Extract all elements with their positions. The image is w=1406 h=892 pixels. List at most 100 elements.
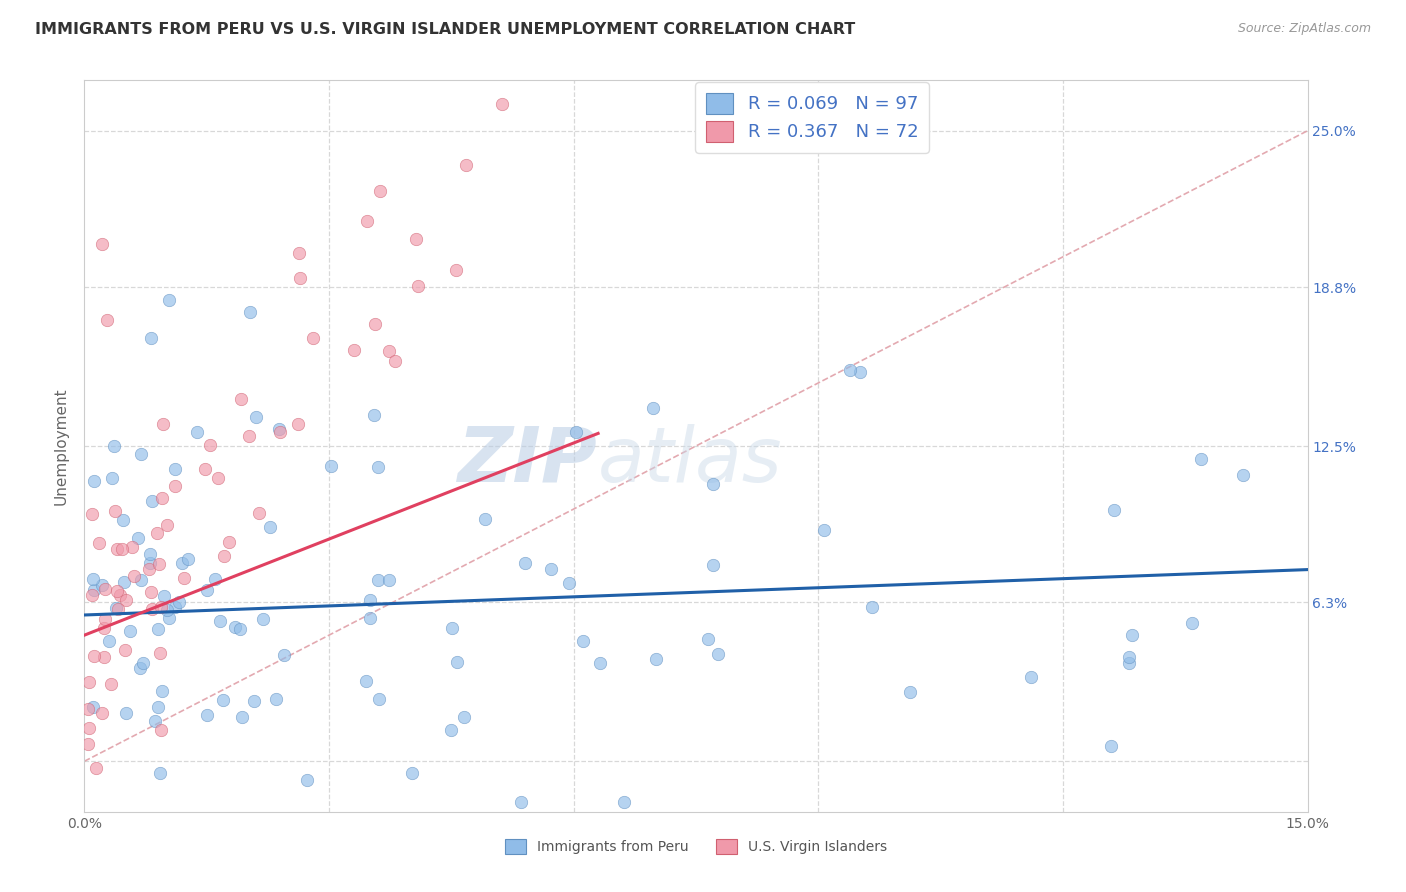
Point: [90, 706, 112, 720]
Point: [83, 475, 105, 489]
Point: [141, 494, 163, 508]
Point: [1189, 451, 1212, 466]
Point: [132, 656, 155, 670]
Point: [509, 795, 531, 809]
Point: [212, 692, 235, 706]
Point: [269, 425, 291, 439]
Point: [384, 354, 406, 368]
Point: [141, 330, 163, 344]
Point: [898, 685, 921, 699]
Point: [197, 582, 219, 597]
Point: [170, 556, 193, 570]
Point: [101, 471, 124, 485]
Point: [229, 392, 252, 406]
Point: [167, 595, 190, 609]
Point: [77, 737, 100, 751]
Point: [813, 523, 835, 537]
Point: [197, 707, 219, 722]
Point: [96, 313, 118, 327]
Point: [139, 585, 162, 599]
Point: [562, 4, 585, 18]
Point: [290, 270, 312, 285]
Point: [80, 588, 103, 602]
Point: [513, 556, 536, 570]
Point: [138, 556, 160, 570]
Point: [1102, 503, 1125, 517]
Point: [105, 584, 128, 599]
Point: [163, 461, 186, 475]
Point: [502, 33, 524, 47]
Point: [564, 425, 586, 440]
Y-axis label: Unemployment: Unemployment: [53, 387, 69, 505]
Point: [444, 263, 467, 277]
Point: [295, 773, 318, 788]
Point: [82, 700, 104, 714]
Point: [287, 417, 309, 432]
Point: [849, 365, 872, 379]
Point: [1118, 649, 1140, 664]
Point: [707, 647, 730, 661]
Point: [107, 602, 129, 616]
Point: [1099, 739, 1122, 754]
Point: [90, 577, 112, 591]
Point: [364, 317, 387, 331]
Text: atlas: atlas: [598, 424, 783, 498]
Point: [378, 343, 401, 358]
Point: [367, 691, 389, 706]
Point: [441, 621, 464, 635]
Point: [129, 661, 152, 675]
Point: [105, 601, 128, 615]
Point: [224, 620, 246, 634]
Point: [238, 429, 260, 443]
Point: [198, 438, 221, 452]
Point: [860, 599, 883, 614]
Point: [146, 622, 169, 636]
Point: [115, 593, 138, 607]
Point: [645, 652, 668, 666]
Point: [368, 184, 391, 198]
Point: [229, 622, 252, 636]
Point: [252, 612, 274, 626]
Point: [115, 706, 138, 721]
Point: [207, 471, 229, 485]
Point: [129, 446, 152, 460]
Point: [108, 588, 131, 602]
Point: [540, 561, 562, 575]
Point: [148, 646, 170, 660]
Point: [157, 611, 180, 625]
Point: [114, 642, 136, 657]
Point: [363, 409, 385, 423]
Point: [456, 157, 478, 171]
Point: [177, 552, 200, 566]
Point: [204, 573, 226, 587]
Point: [150, 683, 173, 698]
Point: [243, 694, 266, 708]
Point: [269, 422, 291, 436]
Text: Source: ZipAtlas.com: Source: ZipAtlas.com: [1237, 22, 1371, 36]
Point: [121, 540, 143, 554]
Point: [245, 409, 267, 424]
Point: [562, 0, 585, 13]
Point: [839, 363, 862, 377]
Point: [146, 525, 169, 540]
Point: [218, 535, 240, 549]
Point: [112, 574, 135, 589]
Point: [156, 603, 179, 617]
Point: [702, 477, 724, 491]
Point: [93, 649, 115, 664]
Point: [131, 573, 153, 587]
Point: [139, 547, 162, 561]
Point: [86, 761, 108, 775]
Point: [440, 723, 463, 737]
Point: [405, 232, 427, 246]
Point: [83, 648, 105, 663]
Point: [100, 677, 122, 691]
Point: [150, 723, 173, 737]
Point: [321, 458, 343, 473]
Point: [150, 491, 173, 505]
Point: [696, 632, 718, 646]
Point: [148, 766, 170, 780]
Point: [152, 417, 174, 431]
Point: [152, 589, 174, 603]
Point: [156, 517, 179, 532]
